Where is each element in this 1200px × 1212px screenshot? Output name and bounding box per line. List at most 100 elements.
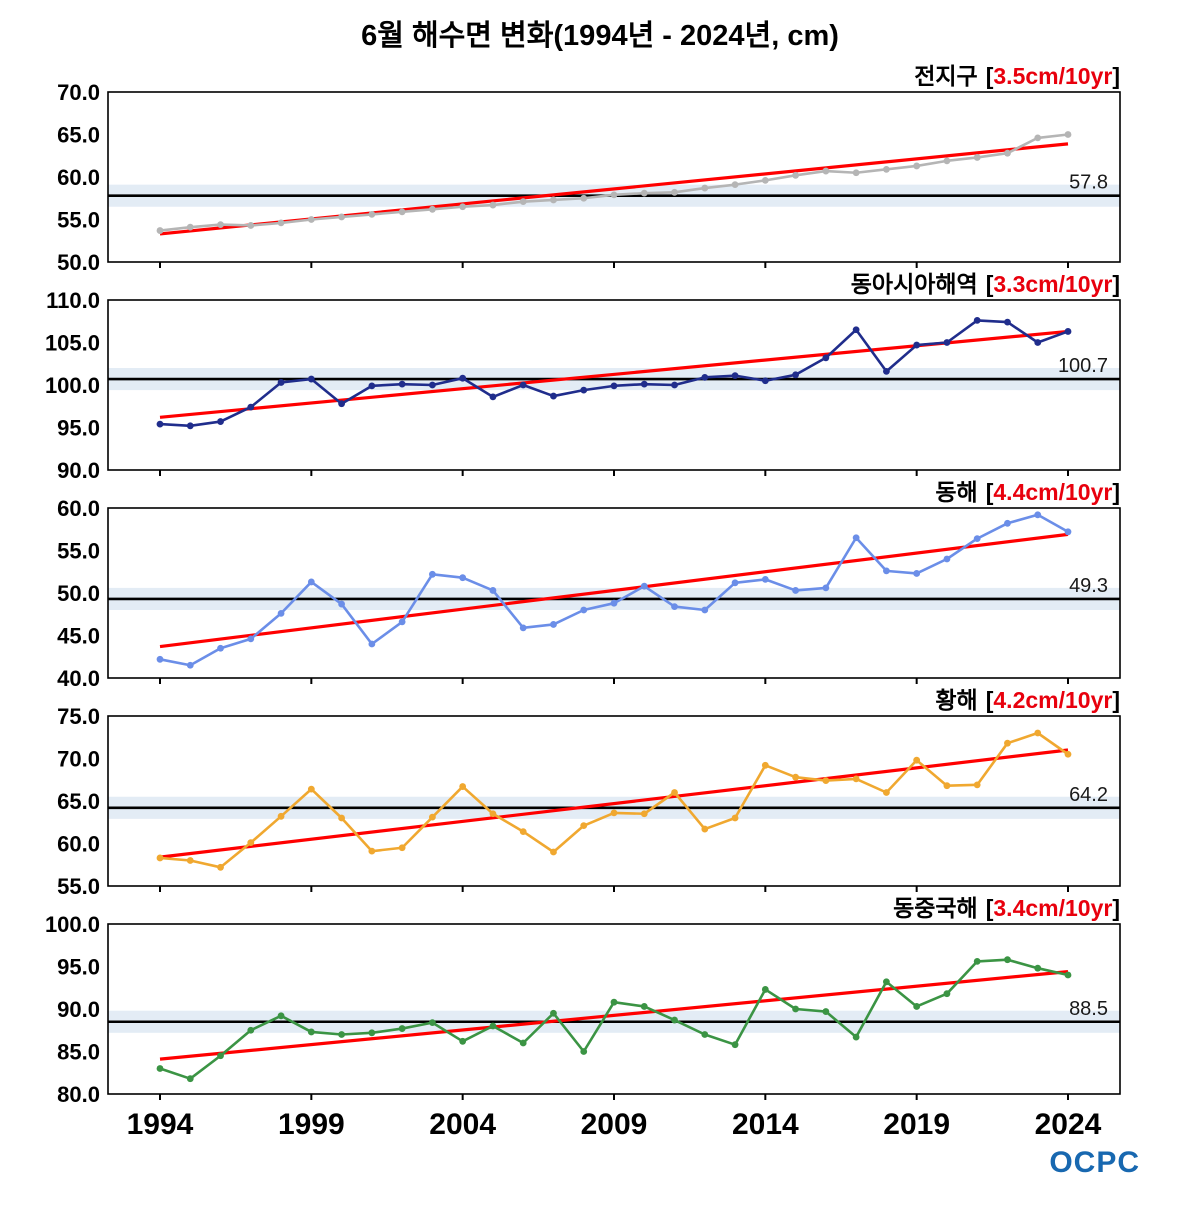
data-point — [519, 828, 527, 835]
y-tick-label: 110.0 — [46, 288, 100, 313]
data-point — [792, 773, 799, 781]
y-tick-label: 70.0 — [57, 80, 100, 105]
x-axis-year-label: 2024 — [1035, 1108, 1102, 1141]
data-point — [398, 618, 406, 626]
data-point — [277, 610, 285, 617]
data-point — [1004, 956, 1011, 964]
y-tick-label: 70.0 — [57, 747, 100, 772]
panel-yellow-sea-rate: 4.2cm/10yr — [993, 687, 1113, 713]
data-point — [307, 375, 315, 383]
data-point — [1064, 528, 1072, 536]
panel-east-china-sea-region-label: 동중국해 — [893, 895, 978, 921]
data-point — [610, 809, 618, 817]
data-point — [913, 341, 921, 349]
panel-east-sea-rate: 4.4cm/10yr — [993, 479, 1113, 505]
data-point — [610, 382, 618, 390]
data-point — [277, 812, 285, 820]
data-point — [368, 1029, 376, 1037]
y-tick-label: 100.0 — [45, 912, 100, 937]
data-point — [792, 1005, 799, 1013]
data-point — [307, 785, 315, 793]
sea-level-chart-page: 6월 해수면 변화(1994년 - 2024년, cm) 전지구 [3.5cm/1… — [0, 12, 1200, 1212]
data-point — [156, 854, 164, 862]
x-axis-year-label: 1999 — [278, 1108, 345, 1141]
data-point — [550, 196, 557, 204]
data-point — [852, 534, 860, 542]
data-series-line — [159, 133, 1069, 232]
data-point — [217, 1052, 224, 1060]
data-point — [307, 1028, 315, 1036]
data-point — [792, 171, 799, 179]
data-point — [459, 783, 467, 790]
data-point — [1064, 328, 1072, 335]
panel-east-china-sea: 동중국해 [3.4cm/10yr] 80.0 85.0 90.0 95.0 100.0 88… — [0, 894, 1200, 1107]
data-point — [1064, 131, 1072, 138]
data-point — [338, 814, 345, 822]
data-point — [550, 848, 557, 856]
data-point — [247, 635, 255, 643]
data-point — [1064, 750, 1072, 758]
data-point — [640, 1003, 648, 1010]
mean-value-label: 100.7 — [1058, 355, 1108, 377]
data-point — [973, 154, 981, 161]
data-point — [671, 789, 678, 796]
panel-yellow-sea: 황해 [4.2cm/10yr] 55.0 60.0 65.0 70.0 75.0 64.2 — [0, 686, 1200, 899]
y-tick-label: 100.0 — [45, 373, 100, 398]
bracket-open: [ — [985, 687, 994, 713]
data-point — [247, 222, 255, 229]
data-point — [701, 825, 709, 833]
data-point — [792, 587, 799, 594]
data-point — [913, 1003, 921, 1010]
chart-title: 6월 해수면 변화(1994년 - 2024년, cm) — [361, 20, 839, 52]
panel-east-asia-rate: 3.3cm/10yr — [993, 271, 1113, 297]
data-point — [1004, 318, 1011, 326]
data-point — [489, 393, 497, 401]
data-point — [519, 624, 527, 632]
data-point — [761, 377, 769, 385]
bracket-open: [ — [985, 271, 994, 297]
data-point — [671, 603, 678, 610]
data-point — [761, 986, 769, 993]
data-point — [883, 567, 890, 575]
mean-value-label: 49.3 — [1069, 575, 1108, 597]
data-point — [459, 203, 467, 211]
data-point — [217, 221, 224, 229]
data-point — [731, 814, 739, 822]
data-point — [307, 216, 315, 223]
plot-3: 55.0 60.0 65.0 70.0 75.0 64.2 — [57, 704, 1121, 899]
y-tick-label: 85.0 — [57, 1040, 100, 1065]
data-point — [913, 570, 921, 577]
data-point — [852, 326, 860, 334]
y-tick-label: 60.0 — [57, 832, 100, 857]
data-point — [943, 339, 951, 346]
x-axis-labels: 1994 1999 2004 2009 2014 2019 2024 — [127, 1108, 1102, 1141]
data-point — [338, 400, 345, 408]
data-point — [307, 578, 315, 586]
data-point — [610, 599, 618, 607]
data-point — [1034, 339, 1042, 346]
data-point — [156, 655, 164, 663]
data-point — [822, 167, 830, 175]
data-point — [731, 1041, 739, 1049]
y-tick-label: 65.0 — [57, 123, 100, 148]
y-tick-label: 75.0 — [57, 704, 100, 729]
data-point — [943, 990, 951, 998]
x-axis-year-label: 2009 — [581, 1108, 648, 1141]
data-point — [186, 223, 194, 231]
x-axis-year-label: 2019 — [883, 1108, 950, 1141]
data-point — [277, 219, 285, 227]
data-point — [640, 810, 648, 818]
panel-east-asia-header: 동아시아해역 [3.3cm/10yr] — [0, 270, 1120, 298]
data-point — [338, 600, 345, 608]
data-point — [883, 368, 890, 375]
y-tick-label: 60.0 — [57, 496, 100, 521]
data-point — [429, 205, 436, 213]
data-point — [852, 169, 860, 177]
data-point — [580, 194, 588, 202]
data-point — [671, 1016, 678, 1024]
plot-border — [107, 923, 1121, 1095]
data-point — [489, 201, 497, 209]
data-point — [1034, 511, 1042, 519]
panel-global-header: 전지구 [3.5cm/10yr] — [0, 62, 1120, 90]
data-point — [640, 189, 648, 197]
